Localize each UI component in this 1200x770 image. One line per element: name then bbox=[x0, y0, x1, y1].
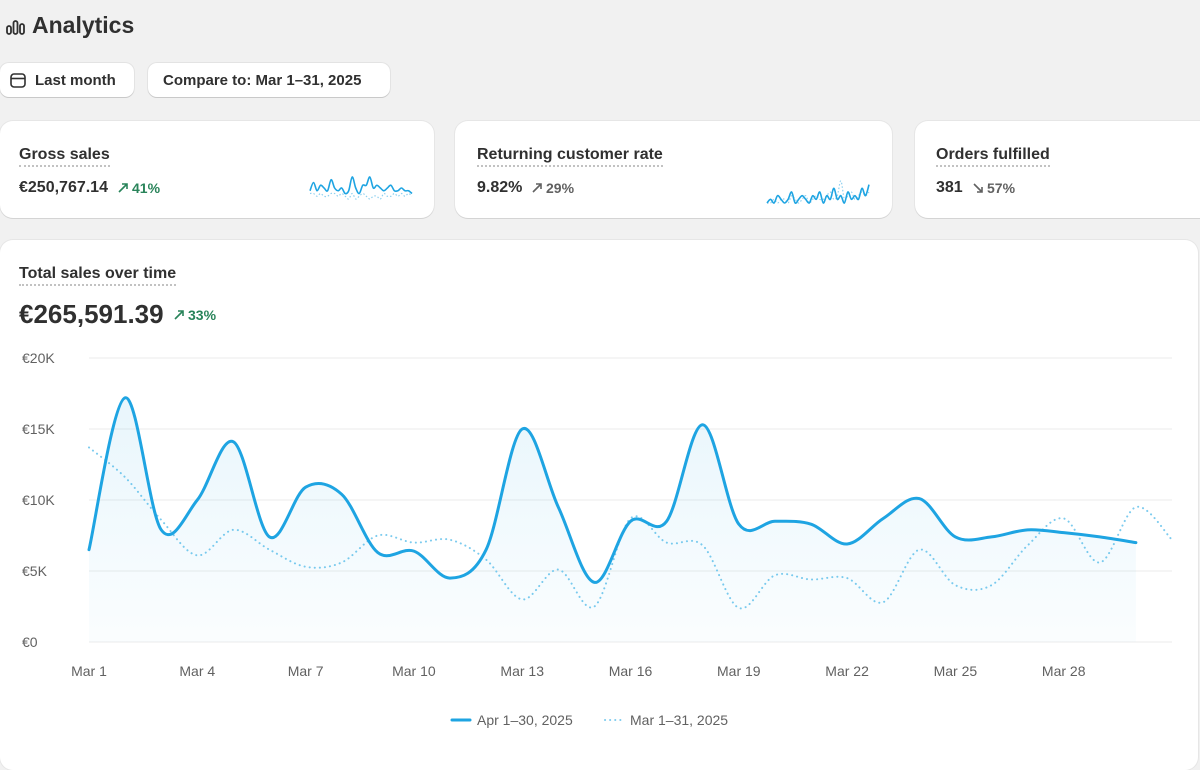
delta-text: 41% bbox=[132, 180, 161, 196]
x-tick-label: Mar 28 bbox=[1042, 663, 1086, 679]
x-tick-label: Mar 10 bbox=[392, 663, 436, 679]
y-tick-label: €10K bbox=[22, 492, 55, 508]
metric-value: 381 bbox=[936, 179, 963, 196]
x-tick-label: Mar 13 bbox=[500, 663, 544, 679]
legend-label: Apr 1–30, 2025 bbox=[477, 712, 573, 728]
y-tick-label: €20K bbox=[22, 350, 55, 366]
delta: 29% bbox=[532, 180, 575, 196]
compare-button[interactable]: Compare to: Mar 1–31, 2025 bbox=[148, 63, 390, 97]
sparkline bbox=[766, 180, 870, 205]
delta-text: 29% bbox=[546, 180, 575, 196]
sparkline-previous bbox=[309, 192, 413, 200]
metric-card[interactable]: Orders fulfilled 381 57% bbox=[915, 121, 1200, 218]
delta: 57% bbox=[973, 180, 1016, 196]
x-tick-label: Mar 19 bbox=[717, 663, 761, 679]
chart-panel: Total sales over time €265,591.39 €0 €5K €… bbox=[0, 240, 1198, 770]
metric-card[interactable]: Returning customer rate 9.82% 29% bbox=[455, 121, 892, 218]
sparkline-current bbox=[766, 184, 870, 205]
chart-total: €265,591.39 bbox=[19, 299, 164, 329]
analytics-icon bbox=[6, 20, 25, 35]
y-tick-label: €15K bbox=[22, 421, 55, 437]
delta-arrow bbox=[174, 310, 184, 320]
x-tick-label: Mar 22 bbox=[825, 663, 869, 679]
delta-arrow bbox=[973, 183, 983, 193]
y-tick-label: €0 bbox=[22, 634, 38, 650]
metric-label: Orders fulfilled bbox=[936, 146, 1050, 167]
series-line bbox=[87, 396, 1138, 584]
delta: 41% bbox=[118, 180, 161, 196]
x-tick-label: Mar 16 bbox=[609, 663, 653, 679]
sparkline-current bbox=[309, 176, 413, 195]
date-range-label: Last month bbox=[35, 71, 116, 89]
metric-label: Gross sales bbox=[19, 146, 110, 167]
metric-value: 9.82% bbox=[477, 179, 523, 196]
x-tick-label: Mar 25 bbox=[934, 663, 978, 679]
x-tick-label: Mar 1 bbox=[71, 663, 107, 679]
x-tick-label: Mar 7 bbox=[288, 663, 324, 679]
calendar-icon bbox=[10, 73, 26, 88]
compare-label: Compare to: Mar 1–31, 2025 bbox=[163, 71, 362, 89]
x-tick-label: Mar 4 bbox=[179, 663, 215, 679]
metric-label: Returning customer rate bbox=[477, 146, 663, 167]
metric-card[interactable]: Gross sales €250,767.14 41% bbox=[0, 121, 434, 218]
y-tick-label: €5K bbox=[22, 563, 48, 579]
delta-arrow bbox=[532, 183, 542, 193]
delta: 33% bbox=[174, 307, 217, 323]
date-range-button[interactable]: Last month bbox=[0, 63, 134, 97]
delta-text: 57% bbox=[987, 180, 1016, 196]
page-title: Analytics bbox=[32, 12, 135, 38]
sparkline bbox=[309, 176, 413, 200]
delta-text: 33% bbox=[188, 307, 217, 323]
series-area bbox=[89, 397, 1136, 642]
chart: €0 €5K €10K €15K €20K Mar 1 Mar 4 Mar 7 Mar 10 Ma… bbox=[22, 350, 1173, 728]
delta-arrow bbox=[118, 183, 128, 193]
metric-value: €250,767.14 bbox=[19, 179, 108, 196]
legend-label: Mar 1–31, 2025 bbox=[630, 712, 728, 728]
chart-title: Total sales over time bbox=[19, 265, 177, 286]
